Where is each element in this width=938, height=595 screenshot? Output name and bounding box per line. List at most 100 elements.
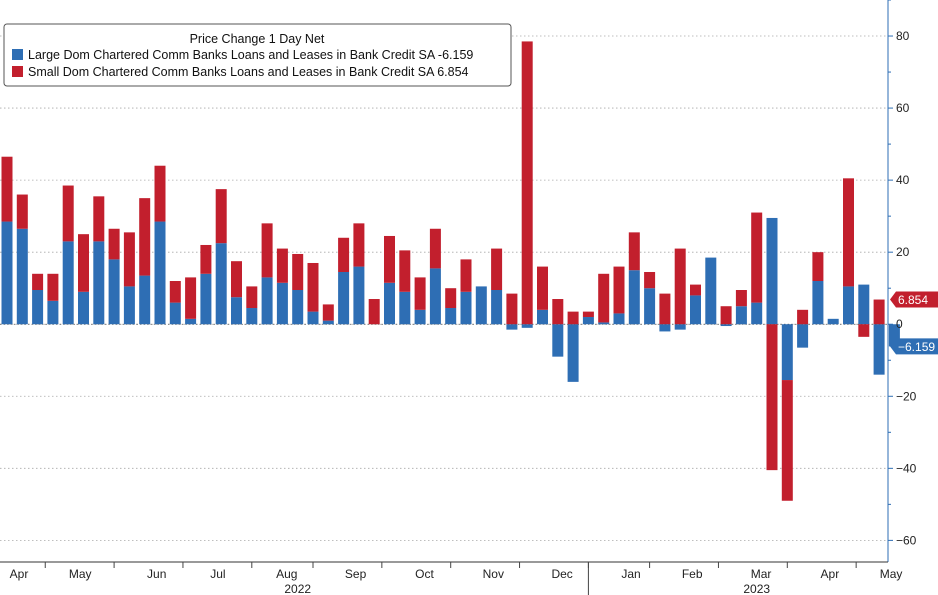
bar-large-banks (78, 291, 89, 325)
bar-large-banks (705, 257, 717, 325)
bar-small-banks (123, 232, 135, 287)
bar-large-banks (62, 241, 74, 325)
bar-large-banks (613, 313, 625, 325)
large-banks-last-value-tag (890, 338, 938, 355)
x-month-label: Aug (276, 567, 297, 581)
bar-small-banks (169, 281, 181, 303)
bar-small-banks (292, 253, 304, 291)
bar-small-banks (491, 248, 503, 291)
bar-large-banks (537, 309, 548, 325)
bar-large-banks (460, 291, 472, 325)
bar-large-banks (582, 317, 594, 325)
small-banks-last-value-tag-text: 6.854 (898, 293, 928, 307)
bar-small-banks (858, 324, 870, 337)
bar-large-banks (506, 324, 518, 330)
bar-small-banks (322, 304, 334, 321)
bar-small-banks (445, 288, 457, 309)
y-tick-label: 60 (896, 101, 910, 115)
bar-large-banks (123, 286, 135, 325)
x-month-label: Dec (551, 567, 572, 581)
small-banks-last-value-tag (890, 291, 938, 308)
bar-small-banks (460, 259, 472, 292)
bar-large-banks (797, 324, 809, 348)
bar-large-banks (276, 282, 288, 325)
bar-large-banks (47, 300, 59, 325)
bar-large-banks (154, 221, 166, 325)
y-tick-label: −40 (896, 461, 917, 475)
bar-large-banks (445, 308, 457, 325)
bar-small-banks (353, 223, 365, 267)
bar-small-banks (108, 228, 120, 260)
bar-small-banks (215, 189, 227, 244)
bar-small-banks (399, 250, 411, 292)
bar-small-banks (521, 41, 533, 325)
bar-large-banks (414, 309, 426, 325)
bar-small-banks (78, 234, 89, 292)
x-month-label: Nov (483, 567, 504, 581)
bar-large-banks (812, 281, 824, 325)
bar-small-banks (781, 380, 793, 501)
y-tick-label: 40 (896, 173, 910, 187)
bar-small-banks (62, 185, 74, 242)
bar-small-banks (537, 266, 548, 310)
x-year-label: 2023 (743, 582, 770, 595)
bar-small-banks (613, 266, 625, 314)
bar-small-banks (766, 324, 778, 471)
bar-small-banks (644, 271, 656, 289)
x-month-label: Jul (210, 567, 225, 581)
bar-large-banks (108, 259, 120, 325)
bar-small-banks (735, 290, 747, 307)
bar-large-banks (353, 266, 365, 325)
bar-small-banks (384, 235, 395, 283)
x-month-label: Apr (821, 567, 840, 581)
bar-large-banks (644, 288, 656, 325)
bar-small-banks (429, 228, 441, 269)
bar-small-banks (598, 273, 610, 323)
bar-large-banks (552, 324, 564, 357)
x-month-label: May (880, 567, 903, 581)
bar-small-banks (659, 293, 671, 325)
bar-small-banks (246, 286, 258, 309)
bar-large-banks (139, 275, 151, 325)
bar-large-banks (292, 290, 304, 325)
bar-large-banks (16, 228, 28, 325)
bar-large-banks (781, 324, 793, 381)
bar-large-banks (858, 284, 870, 325)
x-month-label: Mar (751, 567, 772, 581)
bar-small-banks (185, 277, 197, 319)
bar-large-banks (843, 286, 854, 325)
bar-small-banks (338, 237, 350, 272)
bar-small-banks (231, 261, 242, 298)
bar-small-banks (628, 232, 640, 271)
x-month-label: Feb (682, 567, 703, 581)
bar-large-banks (873, 324, 885, 375)
large-banks-last-value-tag-text: −6.159 (898, 340, 935, 354)
bar-small-banks (154, 165, 166, 222)
bar-large-banks (261, 277, 273, 325)
bar-large-banks (1, 221, 13, 325)
bar-large-banks (246, 308, 258, 325)
bar-large-banks (399, 291, 411, 325)
bar-small-banks (93, 196, 105, 242)
y-tick-label: −60 (896, 533, 917, 547)
x-month-label: Jun (147, 567, 166, 581)
bar-large-banks (475, 286, 487, 325)
bar-large-banks (215, 243, 227, 325)
x-month-label: Sep (345, 567, 367, 581)
bar-large-banks (659, 324, 671, 332)
y-tick-label: 80 (896, 29, 910, 43)
bar-small-banks (797, 309, 809, 325)
bar-large-banks (567, 324, 579, 382)
legend-swatch-small-banks (12, 66, 23, 77)
bar-large-banks (338, 271, 350, 325)
bar-small-banks (32, 273, 44, 291)
bar-small-banks (690, 284, 701, 296)
x-month-label: Apr (10, 567, 29, 581)
bar-large-banks (491, 290, 503, 325)
x-month-label: May (69, 567, 92, 581)
bar-small-banks (506, 293, 518, 325)
bar-small-banks (812, 252, 824, 281)
bar-large-banks (674, 324, 686, 330)
bar-small-banks (414, 277, 426, 310)
